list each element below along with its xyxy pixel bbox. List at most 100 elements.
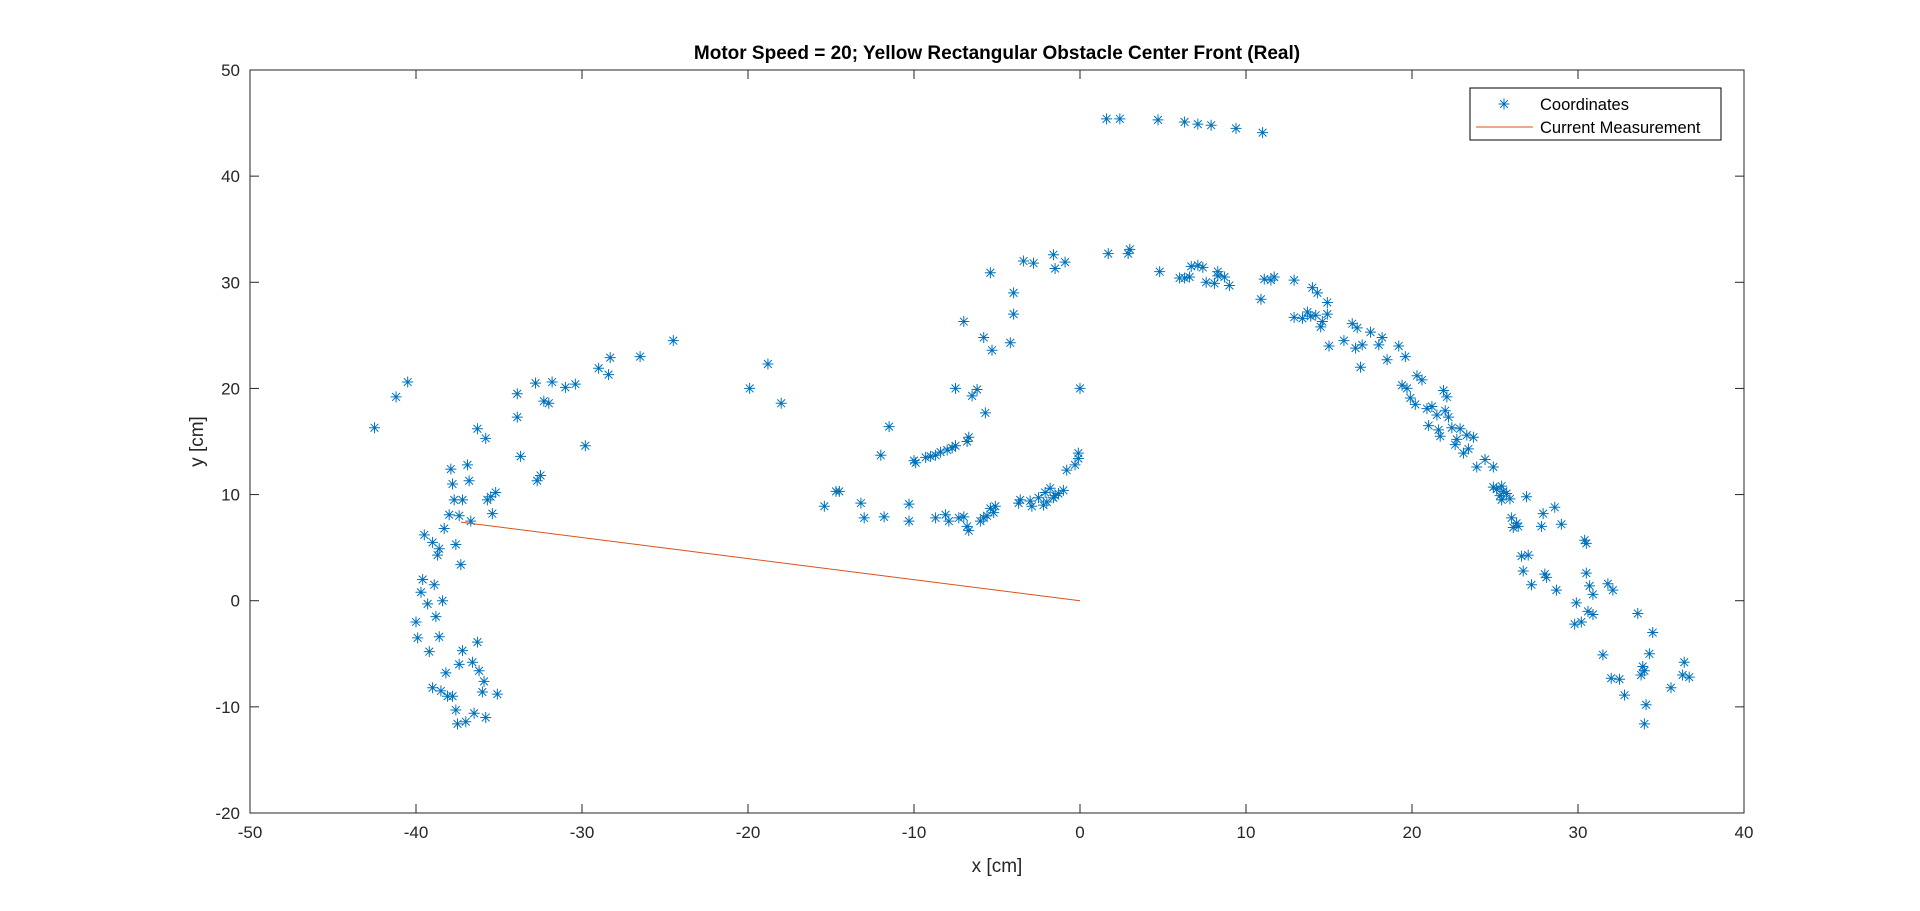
- data-point: [465, 515, 477, 527]
- data-point: [1052, 488, 1064, 500]
- data-point: [480, 711, 492, 723]
- data-point: [978, 512, 990, 524]
- data-point: [593, 362, 605, 374]
- data-point: [943, 515, 955, 527]
- data-point: [491, 688, 503, 700]
- data-point: [1049, 262, 1061, 274]
- data-point: [1555, 518, 1567, 530]
- data-point: [1683, 671, 1695, 683]
- data-point: [450, 538, 462, 550]
- data-point: [1018, 255, 1030, 267]
- data-point: [1049, 490, 1061, 502]
- data-point: [1471, 461, 1483, 473]
- data-point: [1494, 490, 1506, 502]
- data-point: [1396, 379, 1408, 391]
- data-point: [1013, 497, 1025, 509]
- data-point: [1268, 271, 1280, 283]
- data-point: [1569, 618, 1581, 630]
- data-point: [1462, 443, 1474, 455]
- data-point: [1584, 580, 1596, 592]
- data-point: [1373, 339, 1385, 351]
- data-point: [1487, 461, 1499, 473]
- data-point: [978, 331, 990, 343]
- data-point: [466, 656, 478, 668]
- data-point: [1409, 398, 1421, 410]
- data-point: [1306, 282, 1318, 294]
- data-point: [1496, 494, 1508, 506]
- data-point: [1637, 661, 1649, 673]
- data-point: [930, 512, 942, 524]
- data-point: [1218, 271, 1230, 283]
- data-point: [511, 388, 523, 400]
- data-point: [855, 497, 867, 509]
- data-point: [966, 390, 978, 402]
- data-point: [1638, 665, 1650, 677]
- x-tick-label: 30: [1569, 823, 1588, 842]
- data-point: [1208, 277, 1220, 289]
- data-point: [418, 529, 430, 541]
- data-point: [1301, 306, 1313, 318]
- data-point: [402, 376, 414, 388]
- data-point: [1004, 337, 1016, 349]
- data-point: [603, 369, 615, 381]
- data-point: [468, 707, 480, 719]
- data-point: [1575, 616, 1587, 628]
- data-point: [1047, 249, 1059, 261]
- data-point: [1580, 537, 1592, 549]
- data-point: [1321, 296, 1333, 308]
- data-point: [1024, 495, 1036, 507]
- data-point: [486, 508, 498, 520]
- data-point: [579, 440, 591, 452]
- legend-label-current-measurement: Current Measurement: [1540, 119, 1701, 137]
- data-point: [1355, 361, 1367, 373]
- data-point: [1192, 259, 1204, 271]
- data-point: [1443, 411, 1455, 423]
- data-point: [1467, 431, 1479, 443]
- data-point: [984, 502, 996, 514]
- data-point: [1517, 565, 1529, 577]
- data-point: [1365, 326, 1376, 338]
- data-point: [1421, 403, 1433, 415]
- data-point: [1154, 266, 1166, 278]
- data-point: [1582, 605, 1594, 617]
- data-point: [415, 586, 427, 598]
- data-point: [989, 500, 1001, 512]
- x-tick-label: -50: [238, 823, 263, 842]
- data-point: [369, 422, 380, 434]
- data-point: [463, 475, 475, 487]
- data-point: [1516, 550, 1528, 562]
- data-point: [981, 510, 993, 522]
- data-point: [1039, 486, 1051, 498]
- x-tick-label: -20: [736, 823, 761, 842]
- data-point: [1461, 429, 1473, 441]
- data-point: [1179, 272, 1191, 284]
- data-point: [1321, 308, 1333, 320]
- data-point: [1026, 500, 1038, 512]
- data-point: [1205, 119, 1217, 131]
- data-point: [1114, 113, 1126, 125]
- data-point: [511, 411, 523, 423]
- data-point: [1441, 391, 1453, 403]
- data-point: [1014, 494, 1026, 506]
- data-point: [1614, 673, 1625, 685]
- data-point: [430, 611, 442, 623]
- data-point: [883, 421, 895, 433]
- data-point: [1316, 316, 1328, 328]
- data-point: [450, 704, 462, 716]
- data-point: [986, 344, 998, 356]
- data-point: [941, 444, 953, 456]
- data-point: [1041, 496, 1053, 508]
- data-point: [432, 549, 444, 561]
- data-point: [1607, 584, 1619, 596]
- data-point: [485, 491, 497, 503]
- x-tick-label: 10: [1237, 823, 1256, 842]
- data-point: [1507, 521, 1519, 533]
- data-point: [448, 494, 460, 506]
- data-point: [667, 335, 679, 347]
- axes: -50 -40 -30 -20 -10 0 10 20 30 40 -20 -10 0 10 20 30 40 5…: [215, 61, 1753, 842]
- data-point: [1487, 481, 1499, 493]
- data-point: [480, 432, 492, 444]
- data-point: [963, 431, 975, 443]
- data-point: [1439, 405, 1451, 417]
- data-point: [1496, 480, 1508, 492]
